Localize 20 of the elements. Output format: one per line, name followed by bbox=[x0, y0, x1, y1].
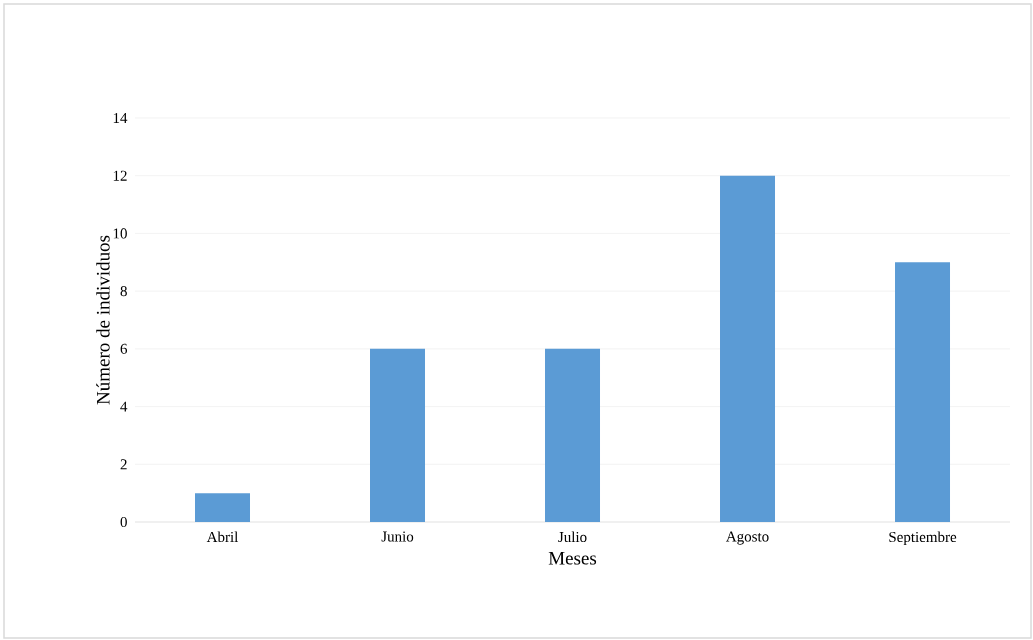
bar bbox=[195, 493, 250, 522]
y-tick-label: 10 bbox=[113, 228, 127, 239]
x-tick-label: Junio bbox=[381, 531, 414, 542]
y-tick-label: 8 bbox=[120, 286, 127, 297]
bar bbox=[720, 175, 776, 522]
bar bbox=[895, 262, 951, 522]
bar bbox=[370, 348, 425, 522]
y-tick-label: 2 bbox=[120, 459, 127, 470]
bar bbox=[545, 348, 601, 522]
y-tick-label: 0 bbox=[120, 516, 127, 528]
y-tick-label: 4 bbox=[120, 401, 128, 412]
y-axis-title: Número de individuos bbox=[96, 235, 110, 405]
y-tick-label: 12 bbox=[113, 170, 127, 181]
x-tick-label: Julio bbox=[558, 531, 587, 543]
x-axis-title: Meses bbox=[548, 551, 597, 565]
x-tick-label: Septiembre bbox=[889, 531, 957, 546]
x-tick-label: Abril bbox=[206, 531, 239, 543]
y-tick-label: 14 bbox=[113, 113, 128, 123]
y-tick-label: 6 bbox=[120, 343, 128, 354]
x-tick-label: Agosto bbox=[725, 531, 769, 545]
